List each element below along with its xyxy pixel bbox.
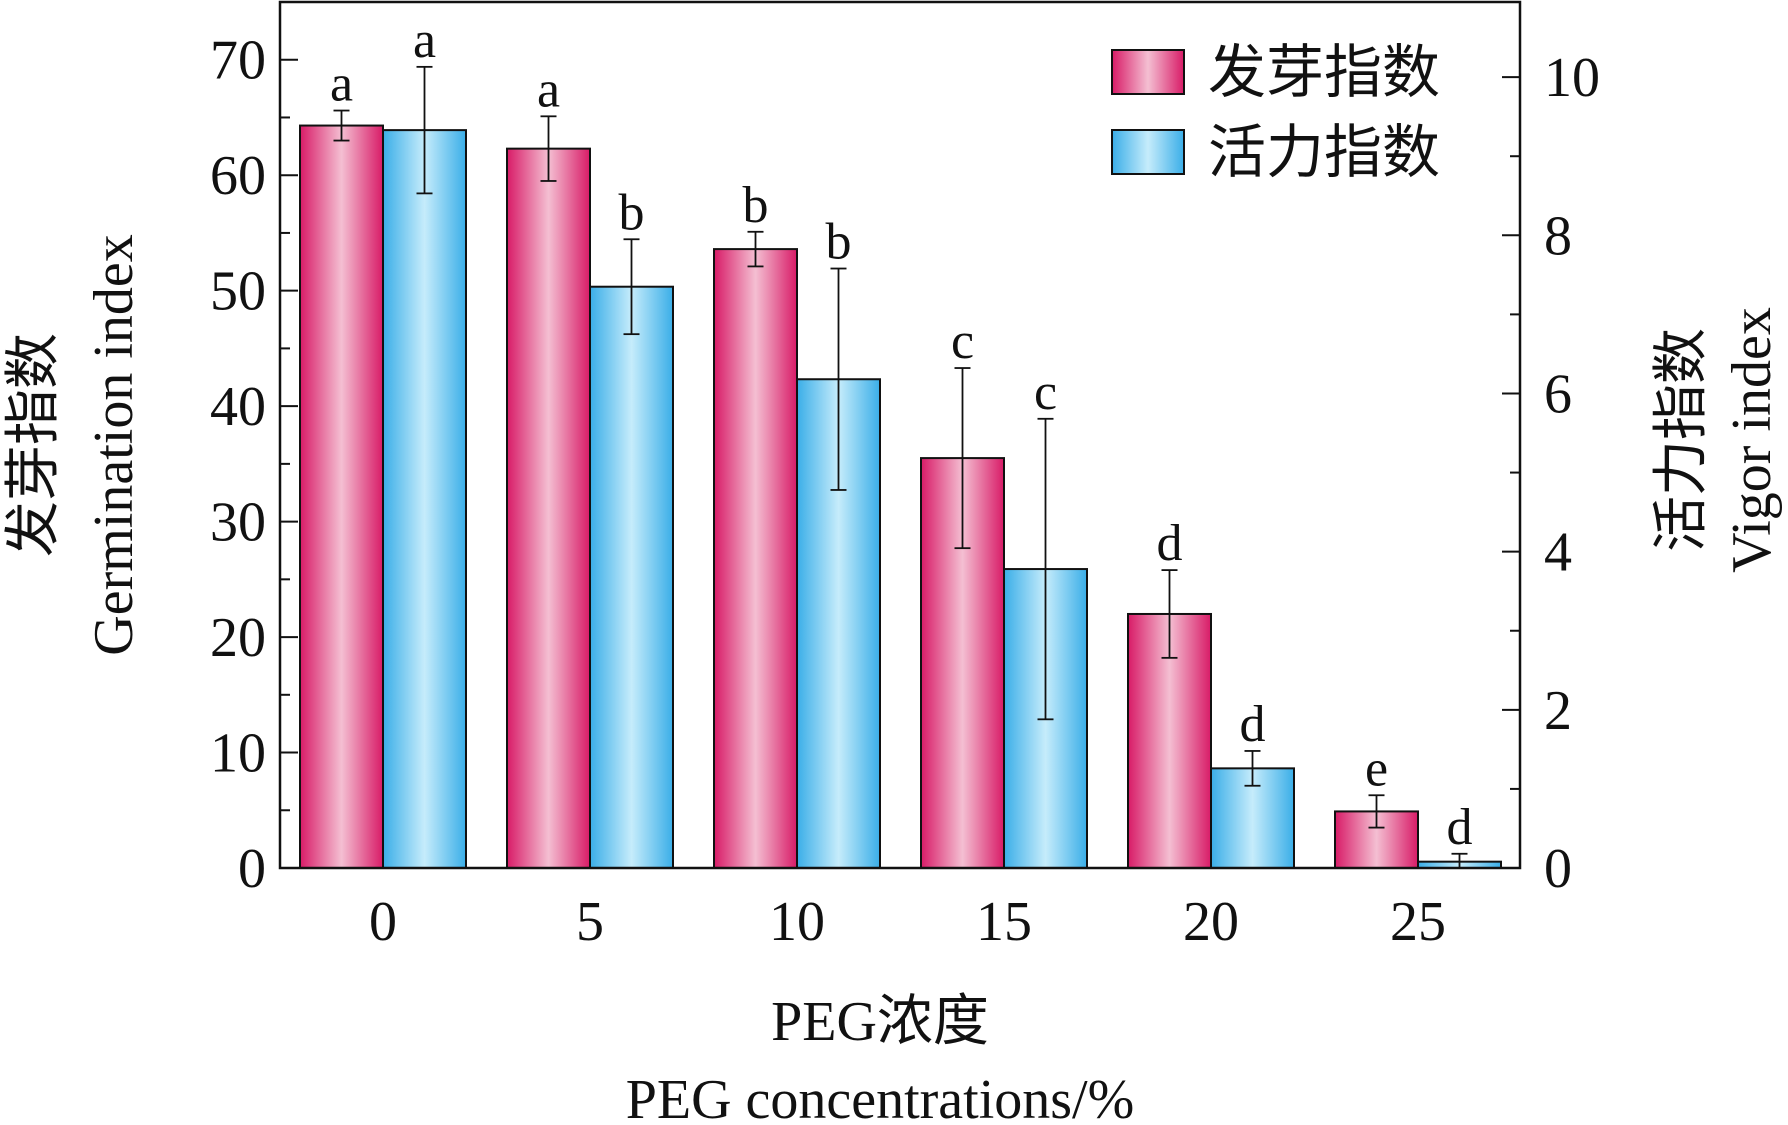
legend-entry-vigor: 活力指数 — [1111, 120, 1440, 185]
error-bar-germination-15 — [954, 367, 971, 550]
significance-letter-germination-5: a — [537, 61, 560, 118]
left-tick-label: 40 — [210, 376, 266, 438]
bar-vigor-0 — [382, 129, 467, 869]
error-bar-vigor-0 — [416, 65, 433, 195]
bar-germination-0 — [299, 124, 384, 870]
x-tick-label: 10 — [769, 891, 825, 953]
error-bars-layer — [333, 65, 1468, 869]
bar-vigor-5 — [589, 285, 674, 869]
y-axis-right-title-en: Vigor index — [1721, 307, 1783, 573]
plot-frame — [278, 0, 1522, 870]
left-tick-label: 70 — [210, 30, 266, 92]
error-bar-germination-10 — [747, 230, 764, 268]
significance-letter-vigor-10: b — [826, 214, 852, 271]
error-bar-germination-0 — [333, 109, 350, 142]
x-tick-label: 20 — [1183, 891, 1239, 953]
right-tick-label: 2 — [1544, 680, 1572, 742]
right-tick-label: 8 — [1544, 205, 1572, 267]
error-bar-germination-25 — [1368, 794, 1385, 829]
right-tick-label: 6 — [1544, 363, 1572, 425]
legend-label: 活力指数 — [1208, 120, 1440, 185]
significance-letter-germination-25: e — [1365, 740, 1388, 797]
x-axis-title-en: PEG concentrations/% — [626, 1069, 1135, 1125]
legend-swatch — [1111, 49, 1185, 95]
error-bar-germination-20 — [1161, 569, 1178, 659]
x-tick-label: 5 — [576, 891, 604, 953]
error-bar-vigor-5 — [623, 238, 640, 336]
legend-swatch — [1111, 129, 1185, 175]
x-tick-label: 0 — [369, 891, 397, 953]
legend-label: 发芽指数 — [1208, 40, 1440, 105]
error-bar-germination-5 — [540, 115, 557, 182]
right-tick-label: 4 — [1544, 522, 1572, 584]
significance-letter-vigor-25: d — [1447, 799, 1473, 856]
significance-letter-vigor-5: b — [619, 184, 645, 241]
y-axis-left-title-en: Germination index — [83, 234, 145, 655]
left-tick-label: 30 — [210, 492, 266, 554]
significance-letter-germination-20: d — [1157, 515, 1183, 572]
bar-germination-10 — [713, 248, 798, 869]
error-bar-vigor-20 — [1244, 750, 1261, 787]
significance-letter-germination-15: c — [951, 313, 974, 370]
significance-letter-germination-0: a — [330, 56, 353, 113]
error-bar-vigor-10 — [830, 267, 847, 491]
right-tick-label: 10 — [1544, 47, 1600, 109]
x-tick-label: 15 — [976, 891, 1032, 953]
significance-letter-vigor-15: c — [1034, 364, 1057, 421]
left-tick-label: 20 — [210, 607, 266, 669]
error-bar-vigor-15 — [1037, 417, 1054, 721]
y-axis-left-title-cn: 发芽指数 — [3, 333, 65, 557]
left-tick-label: 60 — [210, 145, 266, 207]
significance-letter-vigor-0: a — [413, 12, 436, 69]
axes-layer: 0 10 20 30 40 50 60 70 0 2 4 6 8 10 0 5 10 15 20 25 — [210, 0, 1600, 953]
significance-letter-germination-10: b — [743, 177, 769, 234]
left-tick-label: 50 — [210, 261, 266, 323]
significance-letter-vigor-20: d — [1240, 696, 1266, 753]
x-axis-title-cn: PEG浓度 — [771, 991, 989, 1053]
x-tick-label: 25 — [1390, 891, 1446, 953]
left-tick-label: 10 — [210, 723, 266, 785]
y-axis-right-title-cn: 活力指数 — [1651, 328, 1713, 552]
left-tick-label: 0 — [238, 838, 266, 900]
bars-layer — [299, 124, 1502, 870]
right-tick-label: 0 — [1544, 838, 1572, 900]
legend-entry-germination: 发芽指数 — [1111, 40, 1440, 105]
bar-germination-5 — [506, 147, 591, 870]
